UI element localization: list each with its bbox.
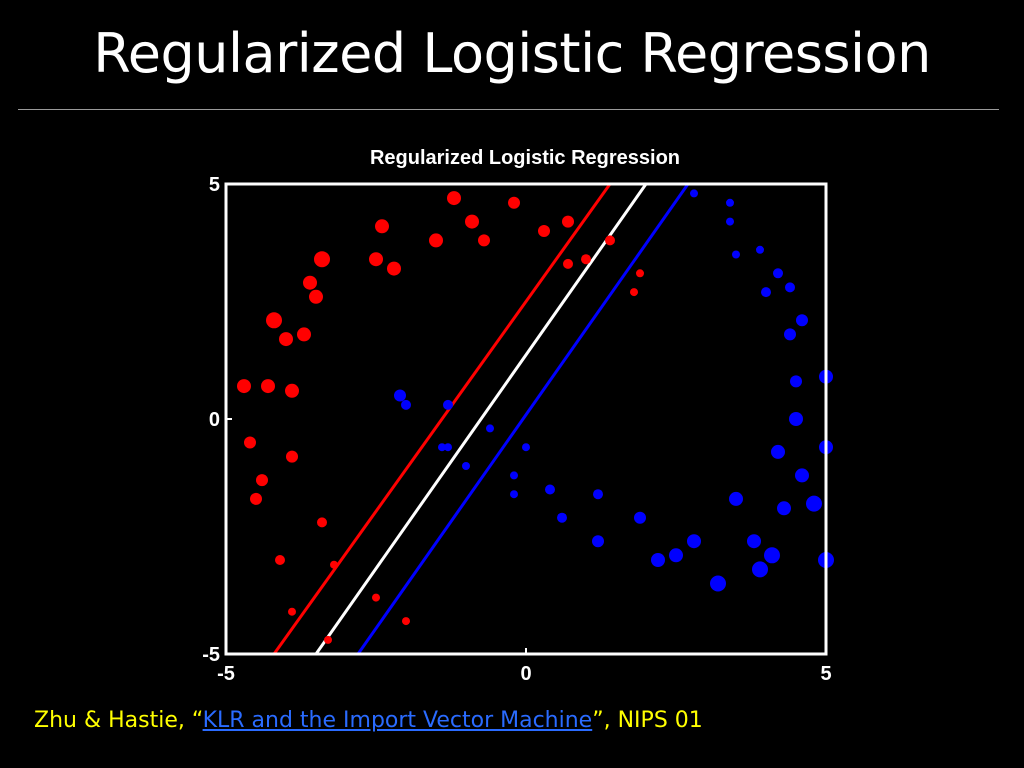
data-point-series0-14 [465, 214, 479, 229]
data-point-series0-8 [314, 251, 330, 268]
data-point-series0-25 [256, 474, 268, 487]
data-point-series1-41 [462, 462, 470, 470]
data-point-series1-10 [790, 375, 802, 388]
data-point-series1-17 [777, 501, 791, 516]
data-point-series1-4 [756, 245, 764, 254]
chart-title: Regularized Logistic Regression [370, 147, 680, 169]
data-point-series0-6 [309, 289, 323, 304]
data-point-series0-3 [297, 327, 311, 342]
citation-prefix: Zhu & Hastie, “ [34, 708, 203, 733]
data-point-series1-38 [444, 443, 452, 452]
data-point-series0-5 [285, 383, 299, 398]
data-point-series1-2 [726, 217, 734, 226]
y-tick-label-0: 5 [209, 174, 220, 196]
data-point-series1-15 [795, 468, 809, 483]
x-tick-label-1: 0 [520, 663, 531, 685]
data-point-series1-25 [669, 548, 683, 563]
data-point-series0-22 [636, 269, 644, 278]
data-point-series1-28 [593, 489, 603, 500]
boundary-line-0 [272, 184, 612, 654]
data-point-series1-1 [726, 198, 734, 207]
data-point-series1-0 [690, 189, 698, 198]
data-point-series1-23 [710, 575, 726, 592]
data-point-series0-21 [605, 235, 615, 246]
data-point-series0-20 [581, 254, 591, 265]
data-point-series1-20 [764, 547, 780, 564]
data-point-series1-34 [522, 443, 530, 452]
data-point-series0-18 [562, 215, 574, 228]
data-point-series0-12 [429, 233, 443, 248]
data-point-series0-15 [478, 234, 490, 247]
data-point-series0-10 [387, 261, 401, 276]
data-point-series1-12 [789, 412, 803, 426]
data-point-series1-32 [510, 490, 518, 499]
data-point-series1-35 [394, 389, 406, 402]
data-point-series1-24 [687, 534, 701, 549]
data-point-series1-36 [401, 399, 411, 410]
x-tick-label-2: 5 [820, 663, 831, 685]
data-point-series0-32 [372, 593, 380, 602]
slide-title: Regularized Logistic Regression [93, 22, 931, 85]
boundary-line-1 [314, 184, 648, 654]
data-point-series0-33 [402, 617, 410, 626]
data-point-series1-9 [784, 328, 796, 341]
data-point-series0-31 [288, 607, 296, 616]
data-point-series1-19 [747, 534, 761, 549]
data-point-series0-2 [279, 332, 293, 347]
data-point-series1-33 [510, 471, 518, 480]
data-point-series0-24 [244, 436, 256, 449]
y-tick-label-2: -5 [202, 644, 220, 666]
data-point-series0-26 [250, 492, 262, 505]
data-point-series0-11 [375, 219, 389, 234]
data-point-series1-37 [443, 399, 453, 410]
data-point-series0-7 [303, 275, 317, 290]
scatter-chart: Regularized Logistic Regression -5 0 5 5 0 -5 [202, 147, 834, 685]
data-point-series1-21 [752, 561, 768, 578]
boundary-line-2 [356, 184, 690, 654]
data-point-series0-16 [508, 196, 520, 209]
data-point-series1-6 [761, 287, 771, 298]
data-point-series1-5 [773, 268, 783, 279]
data-point-series1-8 [796, 314, 808, 327]
axis-ticks: -5 0 5 5 0 -5 [202, 174, 831, 685]
data-point-series0-9 [369, 252, 383, 267]
data-point-series1-29 [592, 535, 604, 548]
data-point-series1-31 [545, 484, 555, 495]
data-point-series1-26 [651, 553, 665, 567]
citation-link[interactable]: KLR and the Import Vector Machine [202, 708, 593, 733]
data-point-series0-1 [261, 379, 275, 394]
data-point-series1-39 [438, 443, 446, 452]
title-divider [18, 109, 999, 110]
data-point-series1-30 [557, 512, 567, 523]
data-points [237, 189, 834, 644]
x-tick-label-0: -5 [217, 663, 235, 685]
data-point-series0-0 [237, 379, 251, 394]
data-point-series0-17 [538, 225, 550, 237]
data-point-series0-27 [286, 450, 298, 463]
data-point-series1-7 [785, 282, 795, 293]
data-point-series0-34 [324, 635, 332, 644]
data-point-series0-29 [275, 555, 285, 565]
data-point-series0-28 [317, 517, 327, 528]
data-point-series0-30 [330, 560, 338, 569]
data-point-series1-27 [634, 511, 646, 524]
data-point-series0-13 [447, 191, 461, 206]
data-point-series0-23 [630, 288, 638, 297]
decision-lines [272, 184, 690, 654]
y-tick-label-1: 0 [209, 409, 220, 431]
data-point-series0-19 [563, 258, 573, 269]
data-point-series1-14 [771, 444, 785, 459]
data-point-series1-18 [729, 491, 743, 506]
data-point-series1-40 [486, 424, 494, 433]
data-point-series1-3 [732, 250, 740, 259]
citation: Zhu & Hastie, “KLR and the Import Vector… [34, 708, 703, 733]
data-point-series1-16 [806, 495, 822, 512]
citation-suffix: ”, NIPS 01 [592, 708, 703, 733]
data-point-series0-4 [266, 312, 282, 329]
